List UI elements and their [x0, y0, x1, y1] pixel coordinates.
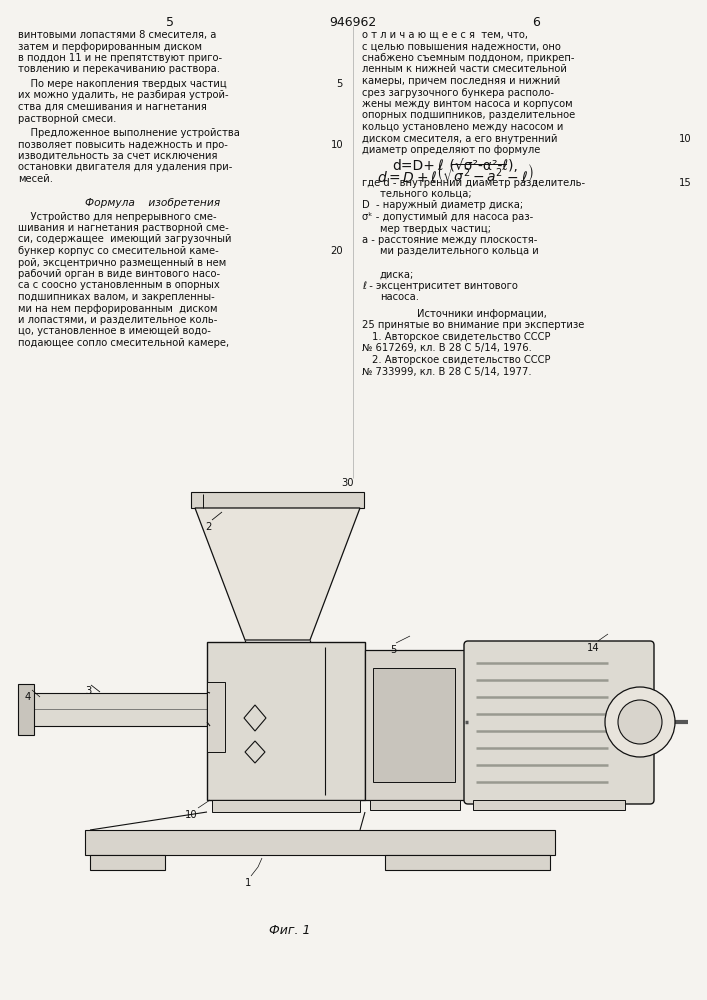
Text: са с соосно установленным в опорных: са с соосно установленным в опорных [18, 280, 220, 290]
Text: 6: 6 [532, 16, 540, 29]
Text: где d - внутренний диаметр разделитель-: где d - внутренний диаметр разделитель- [362, 178, 585, 188]
Text: тельного кольца;: тельного кольца; [380, 189, 472, 199]
Text: 4: 4 [25, 692, 31, 702]
Text: их можно удалить, не разбирая устрой-: их можно удалить, не разбирая устрой- [18, 91, 228, 101]
Circle shape [605, 687, 675, 757]
Text: опорных подшипников, разделительное: опорных подшипников, разделительное [362, 110, 575, 120]
Text: камеры, причем последняя и нижний: камеры, причем последняя и нижний [362, 76, 560, 86]
Text: срез загрузочного бункера располо-: срез загрузочного бункера располо- [362, 88, 554, 98]
Text: винтовыми лопастями 8 смесителя, а: винтовыми лопастями 8 смесителя, а [18, 30, 216, 40]
Circle shape [21, 704, 30, 714]
Text: ℓ - эксцентриситет винтового: ℓ - эксцентриситет винтового [362, 281, 518, 291]
Text: 2: 2 [205, 522, 211, 532]
Text: № 617269, кл. В 28 С 5/14, 1976.: № 617269, кл. В 28 С 5/14, 1976. [362, 344, 532, 354]
Text: диском смесителя, а его внутренний: диском смесителя, а его внутренний [362, 133, 558, 143]
Text: диаметр определяют по формуле: диаметр определяют по формуле [362, 145, 540, 155]
Text: ленным к нижней части смесительной: ленным к нижней части смесительной [362, 64, 567, 75]
FancyBboxPatch shape [464, 641, 654, 804]
Text: 3: 3 [85, 686, 91, 696]
Text: 10: 10 [330, 139, 343, 149]
Text: рой, эксцентрично размещенный в нем: рой, эксцентрично размещенный в нем [18, 257, 226, 267]
Text: 5: 5 [166, 16, 174, 29]
Text: рабочий орган в виде винтового насо-: рабочий орган в виде винтового насо- [18, 269, 220, 279]
Text: Источники информации,: Источники информации, [417, 309, 547, 319]
Text: с целью повышения надежности, оно: с целью повышения надежности, оно [362, 41, 561, 51]
Text: № 733999, кл. В 28 С 5/14, 1977.: № 733999, кл. В 28 С 5/14, 1977. [362, 366, 532, 376]
Text: о т л и ч а ю щ е е с я  тем, что,: о т л и ч а ю щ е е с я тем, что, [362, 30, 528, 40]
Text: подшипниках валом, и закрепленны-: подшипниках валом, и закрепленны- [18, 292, 215, 302]
Text: Формула    изобретения: Формула изобретения [85, 198, 220, 208]
Text: снабжено съемным поддоном, прикреп-: снабжено съемным поддоном, прикреп- [362, 53, 575, 63]
Bar [365, 650, 465, 800]
Text: Устройство для непрерывного сме-: Устройство для непрерывного сме- [18, 212, 216, 222]
Text: шивания и нагнетания растворной сме-: шивания и нагнетания растворной сме- [18, 223, 229, 233]
Text: d=D+: d=D+ [392, 159, 435, 174]
Text: 20: 20 [330, 246, 343, 256]
Text: Фиг. 1: Фиг. 1 [269, 924, 311, 937]
Text: D  - наружный диаметр диска;: D - наружный диаметр диска; [362, 200, 523, 211]
Text: ми на нем перфорированным  диском: ми на нем перфорированным диском [18, 304, 218, 314]
Bar [473, 800, 625, 810]
Bar [207, 682, 225, 752]
Text: кольцо установлено между насосом и: кольцо установлено между насосом и [362, 122, 563, 132]
Bar [207, 642, 365, 800]
Text: 946962: 946962 [329, 16, 377, 29]
Polygon shape [195, 508, 360, 640]
Text: 15: 15 [679, 178, 692, 188]
Text: и лопастями, и разделительное коль-: и лопастями, и разделительное коль- [18, 315, 217, 325]
Text: си, содержащее  имеющий загрузочный: си, содержащее имеющий загрузочный [18, 234, 231, 244]
Text: По мере накопления твердых частиц: По мере накопления твердых частиц [18, 79, 227, 89]
Text: a - расстояние между плоскостя-: a - расстояние между плоскостя- [362, 235, 537, 245]
Bar [212, 800, 360, 812]
Circle shape [21, 686, 30, 694]
Text: 25 принятые во внимание при экспертизе: 25 принятые во внимание при экспертизе [362, 320, 585, 330]
Bar [373, 668, 455, 782]
Text: 14: 14 [587, 643, 600, 653]
Text: жены между винтом насоса и корпусом: жены между винтом насоса и корпусом [362, 99, 573, 109]
Circle shape [618, 700, 662, 744]
Text: 1. Авторское свидетельство СССР: 1. Авторское свидетельство СССР [372, 332, 551, 342]
Text: затем и перфорированным диском: затем и перфорированным диском [18, 41, 202, 51]
Bar [370, 800, 460, 810]
Text: 5: 5 [390, 645, 397, 655]
Text: остановки двигателя для удаления при-: остановки двигателя для удаления при- [18, 162, 233, 172]
Text: месей.: месей. [18, 174, 53, 184]
Text: 10: 10 [679, 133, 692, 143]
Text: 30: 30 [341, 478, 354, 488]
Text: подающее сопло смесительной камере,: подающее сопло смесительной камере, [18, 338, 229, 348]
Circle shape [21, 724, 30, 734]
Text: позволяет повысить надежность и про-: позволяет повысить надежность и про- [18, 139, 228, 149]
Text: 10: 10 [185, 810, 198, 820]
Text: растворной смеси.: растворной смеси. [18, 113, 117, 123]
Text: ℓ: ℓ [437, 159, 443, 174]
Text: в поддон 11 и не препятствуют приго-: в поддон 11 и не препятствуют приго- [18, 53, 222, 63]
Bar [32, 693, 210, 726]
Bar [85, 830, 555, 855]
Text: товлению и перекачиванию раствора.: товлению и перекачиванию раствора. [18, 64, 220, 75]
Text: мер твердых частиц;: мер твердых частиц; [380, 224, 491, 233]
Text: 5: 5 [337, 79, 343, 89]
Text: цо, установленное в имеющей водо-: цо, установленное в имеющей водо- [18, 326, 211, 336]
Bar [385, 855, 550, 870]
Text: изводительность за счет исключения: изводительность за счет исключения [18, 151, 218, 161]
Bar [191, 492, 364, 508]
Text: диска;: диска; [380, 269, 414, 279]
Text: (√σ²-α²-ℓ),: (√σ²-α²-ℓ), [445, 159, 518, 174]
Text: σᵏ - допустимый для насоса раз-: σᵏ - допустимый для насоса раз- [362, 212, 533, 222]
Text: 2. Авторское свидетельство СССР: 2. Авторское свидетельство СССР [372, 355, 551, 365]
Bar [90, 855, 165, 870]
Text: насоса.: насоса. [380, 292, 419, 302]
Text: ства для смешивания и нагнетания: ства для смешивания и нагнетания [18, 102, 207, 112]
Bar [18, 684, 34, 735]
Text: 1: 1 [245, 878, 252, 888]
Text: бункер корпус со смесительной каме-: бункер корпус со смесительной каме- [18, 246, 218, 256]
Text: ми разделительного кольца и: ми разделительного кольца и [380, 246, 539, 256]
Text: $d = D + \ell \left(\sqrt{\sigma^2 - a^2} - \ell\right),$: $d = D + \ell \left(\sqrt{\sigma^2 - a^2… [377, 162, 539, 186]
Text: Предложенное выполнение устройства: Предложенное выполнение устройства [18, 128, 240, 138]
